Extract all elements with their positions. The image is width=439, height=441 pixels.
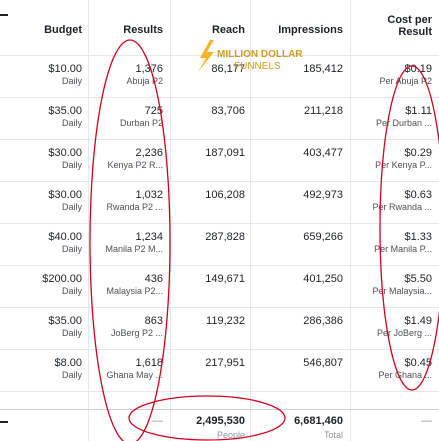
budget-period: Daily (61, 118, 82, 128)
cost: $0.63 (404, 189, 432, 201)
edge-mark (0, 421, 8, 423)
cost: $5.50 (404, 273, 432, 285)
column-header: Results (123, 24, 163, 36)
reach: 86,177 (211, 63, 245, 75)
cost-type: Per Rwanda ... (372, 202, 432, 212)
results: 1,618 (135, 357, 163, 369)
results: 1,376 (135, 63, 163, 75)
total-reach-unit: People (216, 430, 245, 440)
total-cost: — (421, 415, 432, 427)
divider (0, 181, 439, 182)
cost-type: Per Kenya P... (375, 160, 432, 170)
divider (170, 0, 171, 441)
result-type: Manila P2 M... (105, 244, 163, 254)
impressions: 185,412 (303, 63, 343, 75)
edge-mark (0, 14, 8, 16)
cost: $1.33 (404, 231, 432, 243)
reach: 83,706 (211, 105, 245, 117)
impressions: 546,807 (303, 357, 343, 369)
result-type: Durban P2 (119, 118, 163, 128)
column-header: Reach (211, 24, 245, 36)
column-header: Impressions (278, 24, 343, 36)
budget-period: Daily (61, 202, 82, 212)
divider (88, 0, 89, 441)
cost: $0.45 (404, 357, 432, 369)
results: 863 (144, 315, 163, 327)
total-impressions: 6,681,460 (294, 415, 343, 427)
column-header: Cost per Result (387, 14, 432, 38)
cost-type: Per Ghana ... (378, 370, 432, 380)
watermark: FUNNELS (234, 61, 281, 72)
cost-type: Per Abuja P2 (379, 76, 432, 86)
budget-period: Daily (61, 76, 82, 86)
divider (0, 349, 439, 350)
total-reach: 2,495,530 (196, 415, 245, 427)
reach: 187,091 (205, 147, 245, 159)
impressions: 211,218 (304, 105, 343, 117)
impressions: 659,266 (303, 231, 343, 243)
result-type: Malaysia P2... (106, 286, 163, 296)
budget-period: Daily (61, 370, 82, 380)
budget: $35.00 (48, 315, 82, 327)
result-type: Rwanda P2 ... (106, 202, 163, 212)
budget: $30.00 (48, 147, 82, 159)
results: 725 (144, 105, 163, 117)
total-results: — (152, 415, 163, 427)
reach: 149,671 (205, 273, 245, 285)
results: 2,236 (135, 147, 163, 159)
total-impressions-unit: Total (323, 430, 343, 440)
budget: $30.00 (48, 189, 82, 201)
result-type: Abuja P2 (126, 76, 163, 86)
divider (250, 0, 251, 441)
cost: $1.49 (404, 315, 432, 327)
impressions: 403,477 (303, 147, 343, 159)
budget: $10.00 (48, 63, 82, 75)
budget-period: Daily (61, 328, 82, 338)
divider (350, 0, 351, 441)
budget: $40.00 (48, 231, 82, 243)
result-type: JoBerg P2 ... (110, 328, 163, 338)
cost: $1.11 (405, 105, 432, 117)
result-type: Ghana May ... (106, 370, 163, 380)
divider (0, 409, 439, 410)
results: 436 (144, 273, 163, 285)
budget-period: Daily (61, 160, 82, 170)
reach: 217,951 (205, 357, 245, 369)
cost-type: Per Durban ... (375, 118, 432, 128)
cost-type: Per Manila P... (374, 244, 432, 254)
divider (0, 97, 439, 98)
budget: $8.00 (54, 357, 82, 369)
results: 1,032 (135, 189, 163, 201)
impressions: 286,386 (303, 315, 343, 327)
watermark: MILLION DOLLAR (217, 49, 303, 60)
divider (0, 55, 439, 56)
divider (0, 265, 439, 266)
cost: $0.29 (404, 147, 432, 159)
divider (0, 139, 439, 140)
reach: 106,208 (205, 189, 245, 201)
budget-period: Daily (61, 286, 82, 296)
column-header: Budget (44, 24, 82, 36)
divider (0, 307, 439, 308)
cost-type: Per Malaysia... (372, 286, 432, 296)
result-type: Kenya P2 R... (107, 160, 163, 170)
impressions: 401,250 (303, 273, 343, 285)
reach: 119,232 (206, 315, 245, 327)
divider (0, 391, 439, 392)
budget: $35.00 (48, 105, 82, 117)
results: 1,234 (135, 231, 163, 243)
divider (0, 223, 439, 224)
cost-type: Per JoBerg ... (376, 328, 432, 338)
budget-period: Daily (61, 244, 82, 254)
budget: $200.00 (42, 273, 82, 285)
impressions: 492,973 (303, 189, 343, 201)
reach: 287,828 (205, 231, 245, 243)
